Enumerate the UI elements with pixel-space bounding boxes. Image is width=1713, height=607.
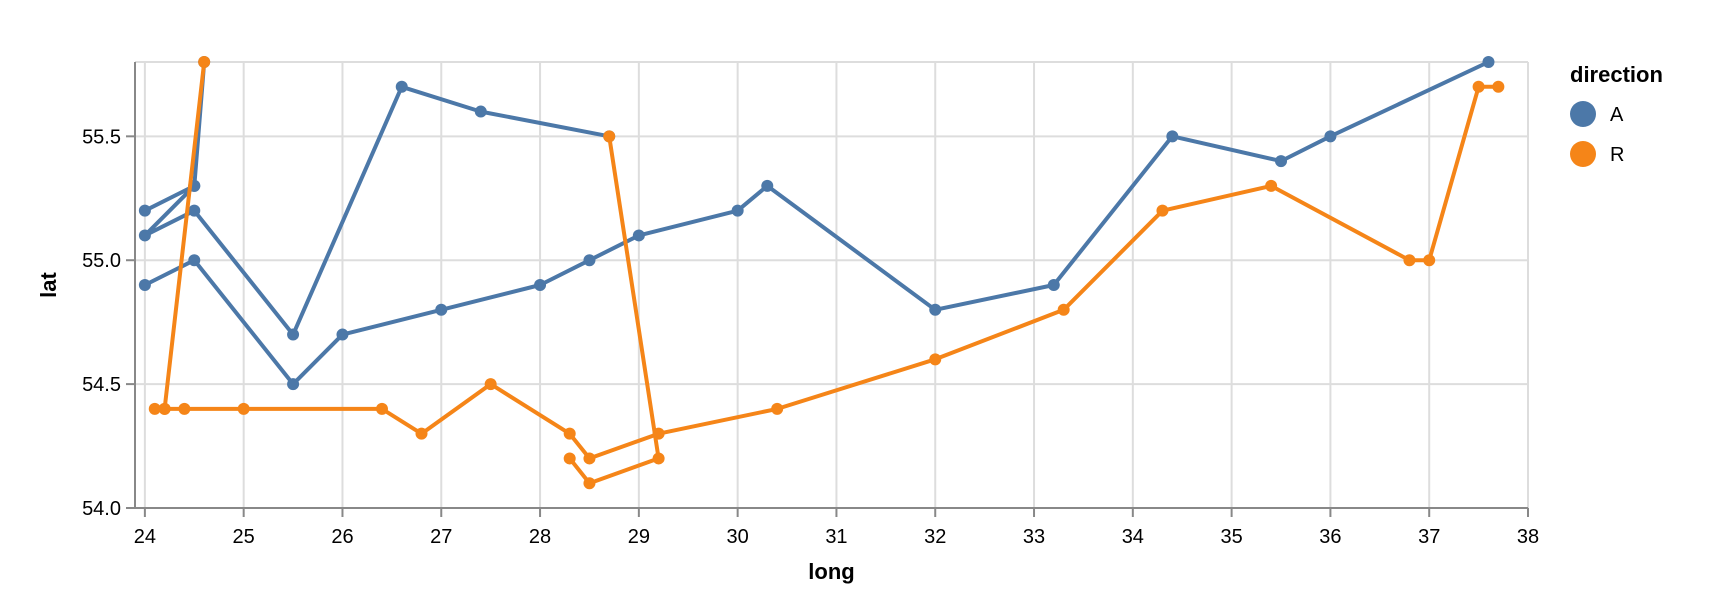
data-point [929,303,942,316]
x-tick-label: 35 [1220,526,1242,548]
x-tick-label: 31 [825,526,847,548]
chart-series [138,56,1505,490]
y-tick-label: 55.0 [82,250,121,272]
data-point [761,179,774,192]
data-point [583,452,596,465]
data-point [138,229,151,242]
x-tick-label: 37 [1418,526,1440,548]
series-line [142,60,1491,387]
legend-symbol [1570,101,1596,127]
data-point [534,279,547,291]
data-point [198,56,211,68]
data-point [237,402,250,415]
data-point [1324,130,1337,143]
x-tick-label: 33 [1023,526,1045,548]
y-tick-label: 55.5 [82,126,121,148]
data-point [188,204,201,217]
x-tick-label: 38 [1517,526,1539,548]
data-point [415,427,428,440]
data-point [731,204,744,217]
legend-symbol [1570,141,1596,167]
y-tick-label: 54.0 [82,498,121,520]
data-point [1492,80,1505,93]
x-tick-label: 30 [727,526,749,548]
data-point [652,452,665,465]
data-point [771,402,784,415]
x-tick-label: 34 [1122,526,1144,548]
series-A-0 [138,56,616,341]
chart-grid [135,61,1529,509]
data-point [484,378,497,391]
data-point [375,402,388,415]
x-tick-label: 25 [233,526,255,548]
data-point [336,328,349,341]
legend: direction AR [1570,62,1663,167]
data-point [287,378,300,391]
data-point [188,254,201,267]
x-tick-label: 27 [430,526,452,548]
data-point [1047,279,1060,291]
data-point [1156,204,1169,217]
data-point [474,105,487,118]
data-point [178,402,191,415]
data-point [1265,179,1278,192]
data-point [583,477,596,490]
x-axis-title: long [808,559,854,584]
data-point [603,130,616,143]
legend-item-R: R [1570,141,1624,167]
y-axis-title: lat [36,271,61,297]
legend-label: A [1610,104,1624,126]
data-point [138,279,151,291]
data-point [929,353,942,366]
x-tick-label: 24 [134,526,156,548]
x-tick-label: 32 [924,526,946,548]
legend-label: R [1610,144,1624,166]
series-R-3 [563,130,665,490]
legend-title: direction [1570,62,1663,87]
series-A-1 [138,56,1495,391]
data-point [148,402,161,415]
x-tick-label: 26 [331,526,353,548]
legend-item-A: A [1570,101,1624,127]
data-point [395,80,408,93]
data-point [632,229,645,242]
series-line [567,134,661,486]
y-tick-label: 54.5 [82,374,121,396]
x-tick-label: 36 [1319,526,1341,548]
series-R-2 [148,56,1505,465]
data-point [1057,303,1070,316]
data-point [1275,155,1288,168]
data-point [1166,130,1179,143]
chart-axes: 24 25 26 27 28 29 30 31 32 33 34 35 36 37 38 54.0 54.5 55… [82,62,1539,548]
data-point [1403,254,1416,267]
data-point [1472,80,1485,93]
data-point [158,402,171,415]
data-point [563,452,576,465]
series-line [142,60,612,337]
data-point [138,204,151,217]
data-point [1482,56,1495,68]
x-tick-label: 29 [628,526,650,548]
data-point [583,254,596,267]
data-point [435,303,448,316]
x-tick-label: 28 [529,526,551,548]
data-point [1423,254,1436,267]
data-point [563,427,576,440]
data-point [287,328,300,341]
